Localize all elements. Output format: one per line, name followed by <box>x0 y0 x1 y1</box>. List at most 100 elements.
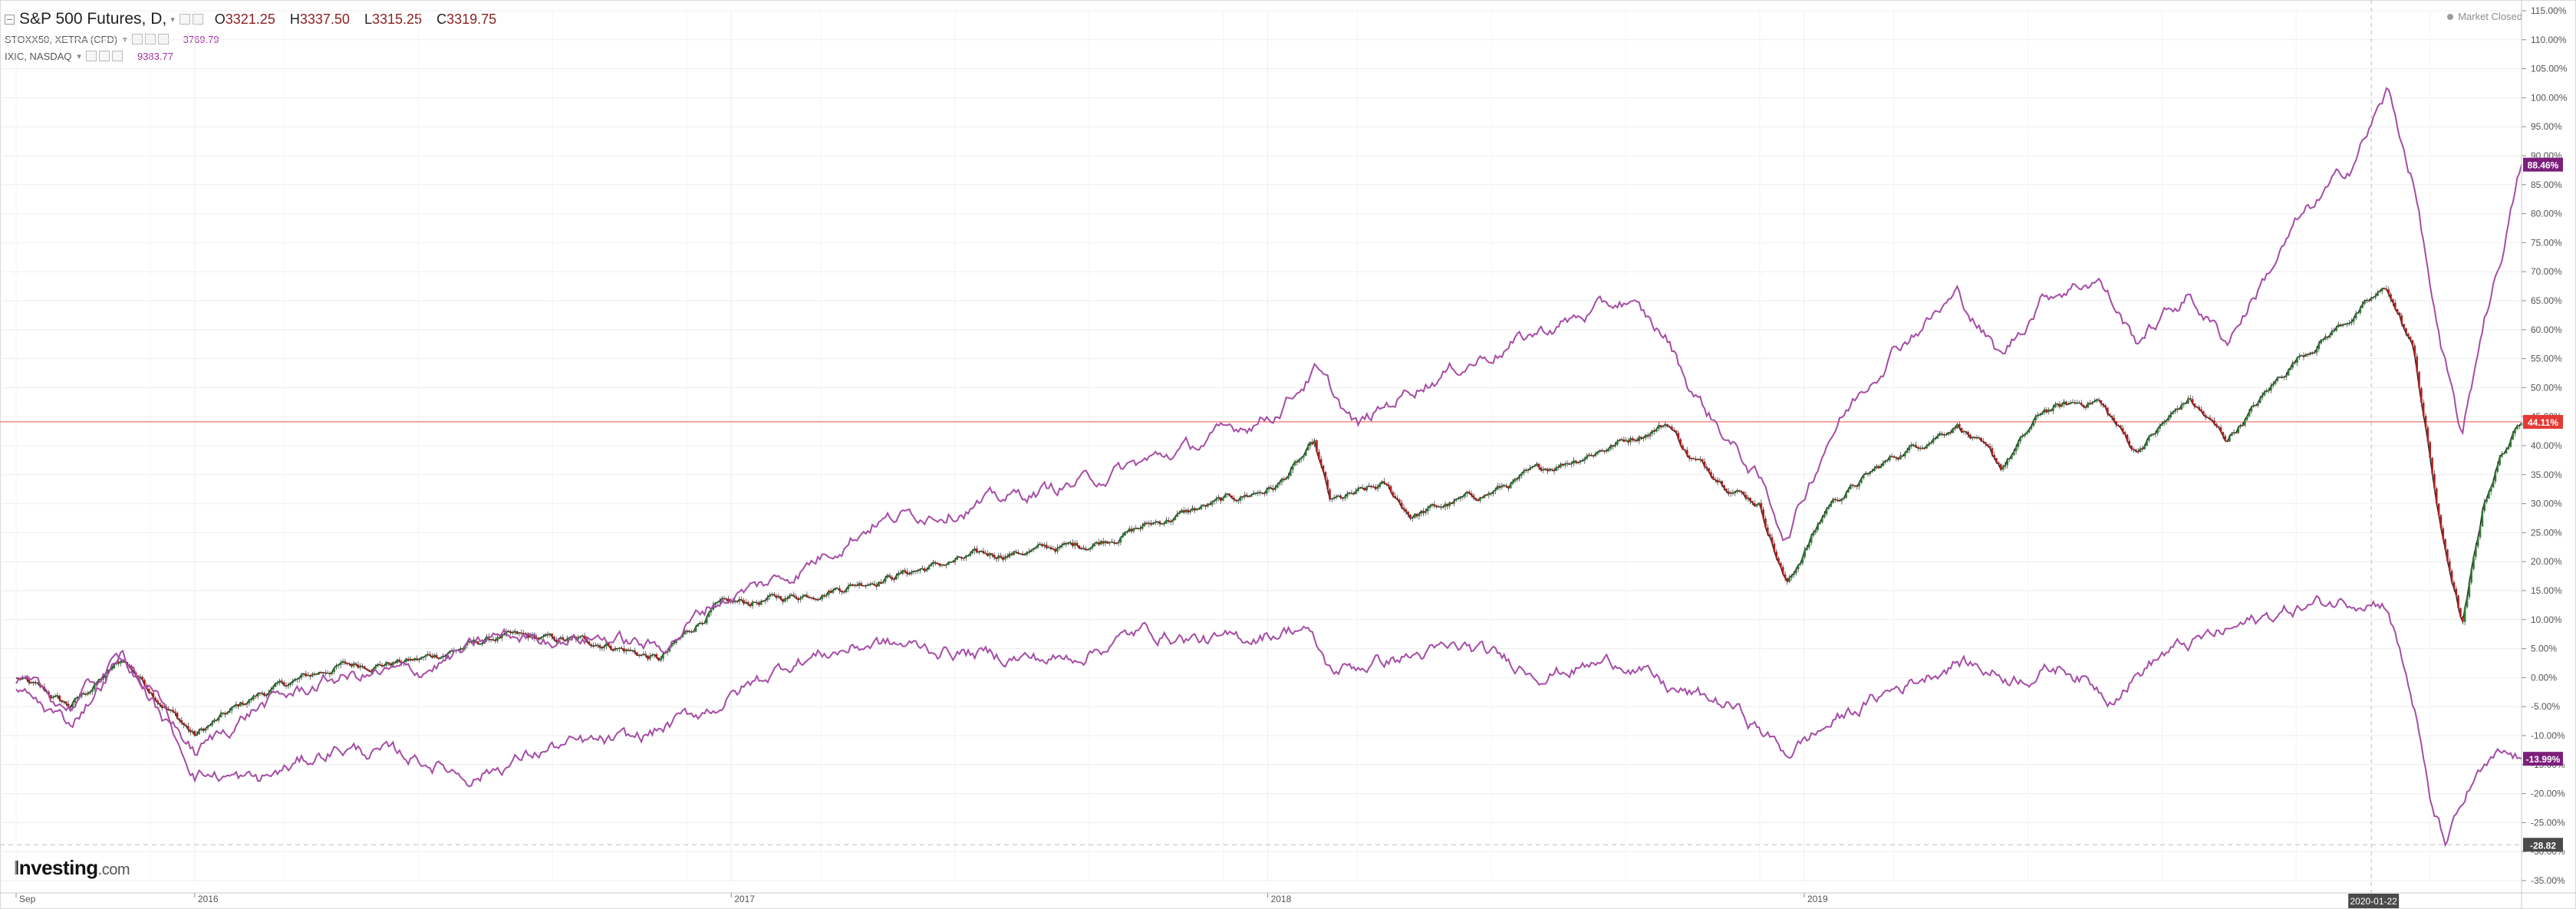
candle-up <box>1599 450 1601 452</box>
candle-down <box>259 693 262 694</box>
candle-up <box>1257 492 1260 494</box>
candle-down <box>1631 438 1634 440</box>
candle-down <box>2082 404 2085 407</box>
candle-down <box>2455 588 2458 596</box>
candle-down <box>1562 463 1564 466</box>
settings-icon[interactable] <box>98 51 110 61</box>
candle-down <box>893 578 895 580</box>
candle-up <box>675 640 677 644</box>
candle-down <box>1969 434 1972 439</box>
candle-up <box>2271 384 2275 386</box>
candle-up <box>1536 463 1538 466</box>
candle-up <box>2492 481 2495 488</box>
candle-up <box>51 697 54 699</box>
candle-down <box>1775 551 1778 558</box>
candle-down <box>2215 423 2218 427</box>
visibility-icon[interactable] <box>131 34 143 44</box>
candle-down <box>2113 417 2116 422</box>
candle-down <box>1550 469 1553 470</box>
candle-down <box>1409 515 1412 519</box>
candle-up <box>235 704 238 706</box>
candle-up <box>2317 343 2321 350</box>
series-line-stoxx50 <box>15 594 2522 848</box>
candle-down <box>855 585 858 586</box>
candle-down <box>2110 415 2113 418</box>
candle-up <box>1184 509 1188 513</box>
candle-down <box>838 588 841 591</box>
chevron-down-icon[interactable]: ▾ <box>77 51 81 61</box>
y-tick-label: -5.00% <box>2531 701 2560 712</box>
candle-down <box>1322 465 1325 472</box>
candle-down <box>773 594 776 596</box>
candle-up <box>784 598 786 602</box>
candle-up <box>1379 483 1382 487</box>
candle-up <box>2146 440 2148 446</box>
candle-down <box>1145 522 1148 525</box>
candle-up <box>1570 463 1573 465</box>
stoxx-title[interactable]: STOXX50, XETRA (CFD) <box>5 33 118 45</box>
visibility-icon[interactable] <box>85 51 97 61</box>
ixic-title[interactable]: IXIC, NASDAQ <box>5 50 72 62</box>
candle-up <box>2337 324 2340 328</box>
candle-down <box>2107 407 2109 414</box>
candle-down <box>309 674 311 677</box>
candle-up <box>440 657 443 659</box>
candle-down <box>2178 408 2181 410</box>
candle-up <box>821 594 824 600</box>
candle-up <box>2257 403 2259 407</box>
candle-up <box>1073 542 1076 546</box>
candle-up <box>2054 403 2057 408</box>
candle-down <box>2400 315 2403 324</box>
candle-down <box>812 597 815 599</box>
candle-up <box>2335 327 2337 331</box>
candle-up <box>1529 467 1532 470</box>
candle-down <box>1078 545 1081 548</box>
settings-icon[interactable] <box>179 14 190 25</box>
candle-down <box>2242 425 2244 427</box>
candle-up <box>2034 416 2037 421</box>
close-icon[interactable] <box>157 34 169 44</box>
candle-down <box>2311 353 2314 354</box>
candle-up <box>1195 509 1198 511</box>
candle-up <box>673 643 675 644</box>
candle-up <box>1412 517 1414 519</box>
candle-up <box>1496 486 1499 490</box>
close-icon[interactable] <box>111 51 123 61</box>
candle-up <box>660 658 662 661</box>
candle-down <box>958 556 961 558</box>
y-tick-label: 85.00% <box>2531 179 2562 190</box>
collapse-legend-icon[interactable] <box>5 14 15 25</box>
candle-up <box>849 584 852 586</box>
candle-down <box>1688 455 1691 459</box>
candle-down <box>516 631 519 634</box>
candle-up <box>1207 503 1209 507</box>
candle-down <box>324 672 327 674</box>
candle-down <box>1764 518 1767 528</box>
candle-up <box>649 656 651 660</box>
candle-up <box>226 713 229 715</box>
chevron-down-icon[interactable]: ▾ <box>170 15 175 25</box>
candle-up <box>256 693 259 697</box>
candle-up <box>396 659 399 664</box>
candle-up <box>1788 578 1791 582</box>
candle-up <box>1086 549 1089 551</box>
candle-up <box>714 603 716 605</box>
candle-up <box>1453 500 1455 504</box>
candle-up <box>489 639 492 641</box>
candle-up <box>618 647 621 649</box>
main-symbol-title[interactable]: S&P 500 Futures, D, <box>19 10 167 28</box>
candle-down <box>1721 481 1724 486</box>
candle-down <box>1451 502 1453 504</box>
candle-up <box>296 679 298 680</box>
series-layer <box>15 87 2523 848</box>
candle-down <box>2065 401 2067 405</box>
candle-down <box>976 548 978 552</box>
candle-down <box>281 680 283 683</box>
candle-up <box>596 645 599 647</box>
candle-up <box>213 720 216 723</box>
candle-up <box>1155 522 1157 523</box>
candle-up <box>2489 487 2492 492</box>
candle-down <box>583 635 586 639</box>
candle-down <box>365 668 368 670</box>
